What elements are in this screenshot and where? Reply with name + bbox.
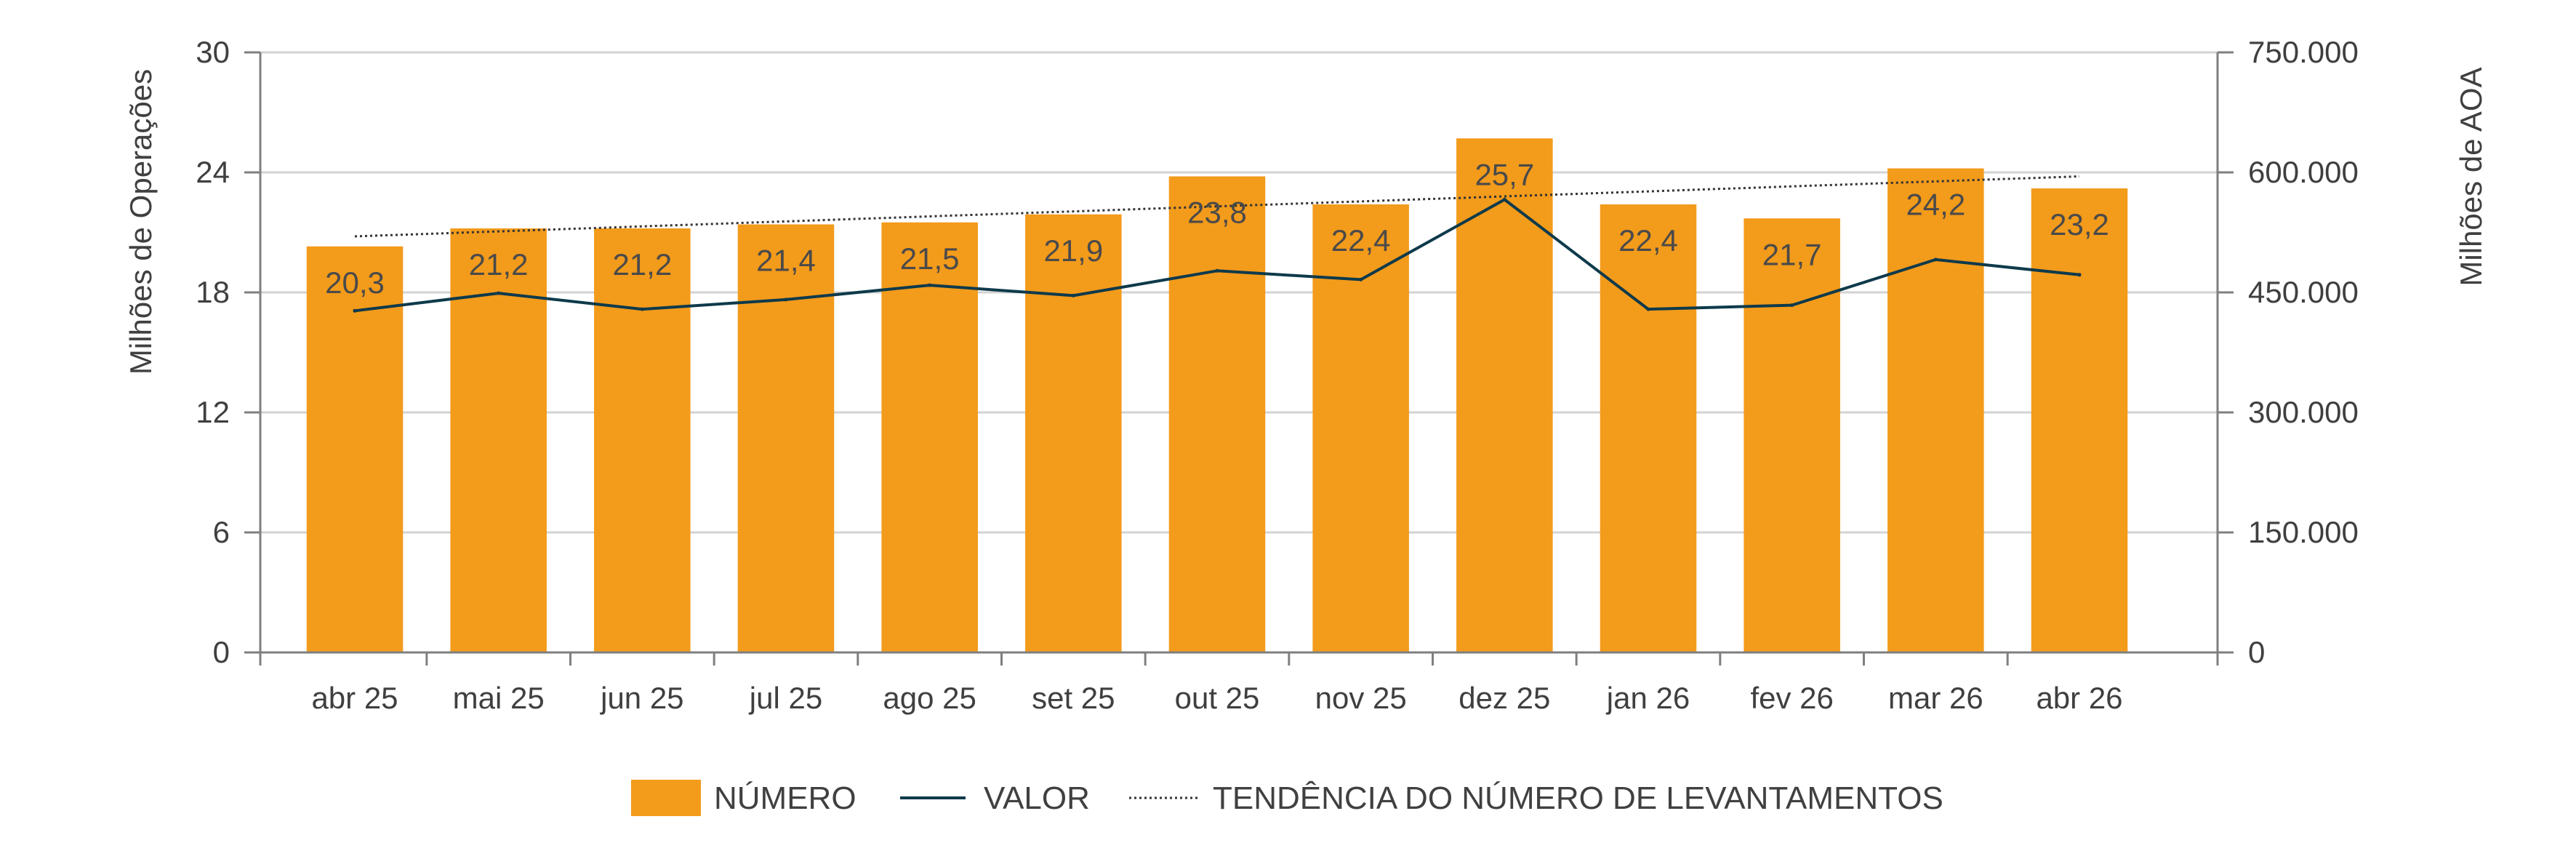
x-tick-label-2: jun 25	[599, 681, 683, 715]
x-tick-label-5: set 25	[1032, 681, 1115, 715]
x-tick-label-8: dez 25	[1458, 681, 1550, 715]
valor-point-1	[497, 291, 501, 295]
legend-swatch-numero	[631, 780, 701, 816]
left-axis-title: Milhões de Operações	[124, 69, 158, 375]
data-labels: 20,3 21,2 21,2 21,4 21,5 21,9 23,8 22,4 25,7 22,4…	[325, 157, 2109, 300]
right-tick-label-1: 150.000	[2248, 515, 2359, 549]
legend-item-valor[interactable]: VALOR	[900, 780, 1090, 816]
data-label-10: 21,7	[1762, 237, 1822, 271]
data-label-3: 21,4	[756, 244, 816, 278]
x-tick-label-10: fev 26	[1750, 681, 1833, 715]
legend-item-numero[interactable]: NÚMERO	[631, 780, 856, 816]
valor-point-7	[1359, 277, 1363, 281]
bar-2	[594, 228, 691, 652]
data-label-5: 21,9	[1043, 233, 1103, 268]
x-tick-label-9: jan 26	[1605, 681, 1690, 715]
valor-point-11	[1933, 257, 1938, 262]
bar-series-numero	[306, 138, 2128, 652]
right-axis-tick-labels: 0 150.000 300.000 450.000 600.000 750.000	[2248, 35, 2359, 669]
line-series-valor	[353, 197, 2082, 313]
x-tick-label-3: jul 25	[748, 681, 822, 715]
data-label-12: 23,2	[2050, 207, 2109, 241]
legend-label-numero: NÚMERO	[714, 780, 856, 816]
x-tick-label-0: abr 25	[311, 681, 398, 715]
left-tick-label-2: 12	[196, 395, 230, 429]
valor-point-4	[928, 283, 932, 287]
bar-7	[1312, 204, 1409, 652]
valor-point-8	[1502, 197, 1506, 201]
right-tick-label-3: 450.000	[2248, 275, 2359, 309]
data-label-0: 20,3	[325, 265, 385, 300]
bar-12	[2031, 188, 2128, 652]
valor-point-9	[1646, 307, 1650, 311]
x-tick-label-11: mar 26	[1888, 681, 1983, 715]
data-label-9: 22,4	[1618, 223, 1678, 257]
data-label-2: 21,2	[612, 247, 672, 281]
x-tick-label-6: out 25	[1175, 681, 1260, 715]
data-label-6: 23,8	[1187, 196, 1247, 230]
bar-5	[1025, 214, 1122, 652]
valor-point-2	[640, 307, 644, 311]
valor-point-12	[2077, 273, 2082, 277]
valor-point-5	[1071, 293, 1075, 297]
valor-point-3	[784, 297, 788, 302]
axes	[244, 51, 2234, 666]
bar-6	[1168, 176, 1266, 652]
legend-item-tendencia[interactable]: TENDÊNCIA DO NÚMERO DE LEVANTAMENTOS	[1129, 780, 1943, 816]
right-tick-label-0: 0	[2248, 635, 2265, 669]
x-axis-tick-labels: abr 25 mai 25 jun 25 jul 25 ago 25 set 25 out …	[311, 681, 2122, 715]
valor-point-0	[353, 308, 357, 313]
bar-11	[1887, 168, 1984, 652]
x-tick-label-4: ago 25	[883, 681, 976, 715]
left-tick-label-3: 18	[196, 275, 230, 309]
valor-point-10	[1790, 303, 1794, 308]
right-axis-title: Milhões de AOA	[2454, 67, 2488, 286]
bar-10	[1744, 218, 1840, 652]
bar-1	[450, 228, 547, 652]
left-tick-label-4: 24	[196, 155, 230, 189]
data-label-11: 24,2	[1906, 188, 1965, 222]
legend-label-valor: VALOR	[984, 780, 1090, 816]
bar-8	[1456, 138, 1553, 652]
x-tick-label-7: nov 25	[1315, 681, 1407, 715]
left-tick-label-0: 0	[213, 635, 230, 669]
data-label-8: 25,7	[1474, 157, 1534, 191]
right-tick-label-5: 750.000	[2248, 35, 2359, 69]
bar-9	[1600, 204, 1697, 652]
bar-3	[737, 224, 835, 652]
left-tick-label-1: 6	[213, 515, 230, 549]
data-label-7: 22,4	[1331, 223, 1391, 257]
left-axis-tick-labels: 0 6 12 18 24 30	[196, 35, 230, 669]
right-tick-label-2: 300.000	[2248, 395, 2359, 429]
legend-label-tendencia: TENDÊNCIA DO NÚMERO DE LEVANTAMENTOS	[1213, 780, 1943, 816]
x-tick-label-1: mai 25	[453, 681, 545, 715]
valor-point-6	[1215, 268, 1219, 273]
left-tick-label-5: 30	[196, 35, 230, 69]
bar-4	[881, 222, 978, 652]
data-label-1: 21,2	[469, 247, 529, 281]
x-tick-label-12: abr 26	[2036, 681, 2122, 715]
data-label-4: 21,5	[900, 241, 960, 276]
legend: NÚMERO VALOR TENDÊNCIA DO NÚMERO DE LEVA…	[631, 780, 1943, 816]
right-tick-label-4: 600.000	[2248, 155, 2359, 189]
bar-0	[306, 246, 404, 652]
